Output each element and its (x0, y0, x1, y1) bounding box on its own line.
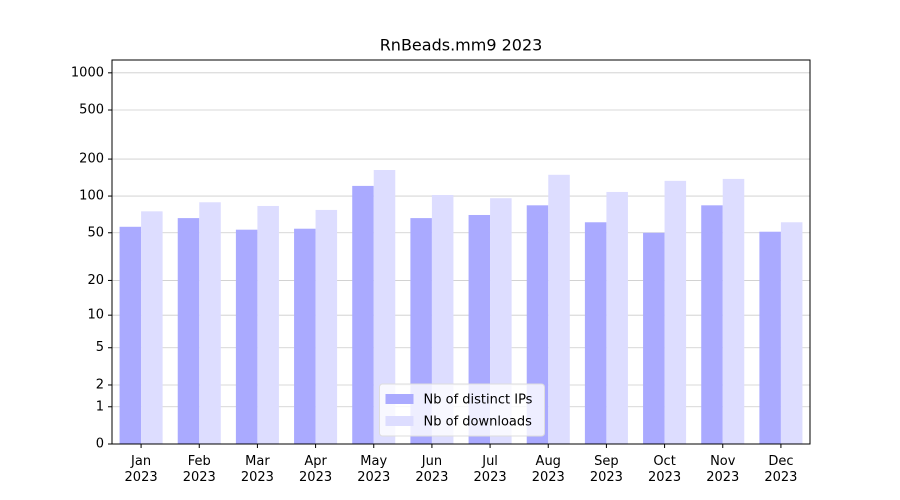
y-tick-label: 20 (87, 273, 104, 288)
x-tick-label: Nov 2023 (706, 454, 739, 485)
x-tick-label: Mar 2023 (241, 454, 274, 485)
legend-box (379, 383, 545, 437)
x-tick-label: Jun 2023 (415, 454, 448, 485)
bar (141, 211, 163, 444)
y-tick-label: 0 (96, 437, 104, 452)
y-tick-label: 50 (87, 225, 104, 240)
bar (119, 226, 142, 444)
bar (294, 228, 316, 444)
bar (199, 202, 221, 444)
bar (373, 170, 396, 445)
legend-label: Nb of distinct IPs (424, 393, 533, 408)
bar (548, 174, 570, 444)
bar (490, 198, 512, 444)
bar (584, 222, 607, 444)
x-tick-label: Jul 2023 (474, 454, 507, 485)
bar (606, 191, 628, 444)
bar (431, 195, 454, 444)
x-tick-label: May 2023 (357, 454, 390, 485)
bar (315, 209, 338, 444)
x-tick-label: Feb 2023 (183, 454, 216, 485)
x-tick-label: Oct 2023 (648, 454, 681, 485)
legend-swatch (385, 416, 414, 426)
bar (722, 178, 745, 444)
bar (177, 218, 200, 444)
legend-label: Nb of downloads (424, 415, 533, 430)
y-tick-label: 500 (79, 103, 104, 118)
bar (664, 180, 687, 444)
bar (643, 232, 665, 444)
y-tick-label: 200 (79, 152, 104, 167)
x-tick-label: Aug 2023 (532, 454, 565, 485)
bar (352, 185, 374, 444)
x-tick-label: Dec 2023 (764, 454, 797, 485)
x-tick-label: Apr 2023 (299, 454, 332, 485)
bar (780, 222, 803, 444)
bar (257, 205, 279, 444)
x-tick-label: Sep 2023 (590, 454, 623, 485)
x-tick-label: Jan 2023 (125, 454, 158, 485)
bar (235, 229, 258, 444)
y-tick-label: 10 (87, 308, 104, 323)
y-tick-label: 1000 (71, 65, 104, 80)
bar (759, 231, 781, 444)
bar (701, 205, 723, 444)
chart-title: RnBeads.mm9 2023 (380, 36, 543, 55)
y-tick-label: 1 (96, 399, 104, 414)
y-tick-label: 2 (96, 377, 104, 392)
legend-swatch (385, 394, 414, 404)
plot-frame (111, 59, 811, 445)
y-tick-label: 5 (96, 340, 104, 355)
y-tick-label: 100 (79, 189, 104, 204)
